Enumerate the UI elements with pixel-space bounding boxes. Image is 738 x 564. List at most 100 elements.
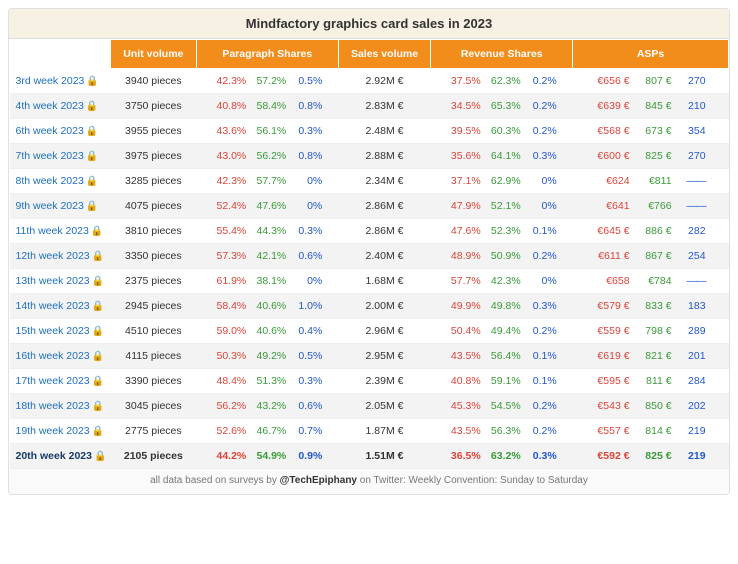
pshare-green: 56.2% <box>252 150 286 162</box>
table-row: 17th week 2023🔒3390 pieces48.4%51.3%0.3%… <box>10 369 729 394</box>
week-cell[interactable]: 12th week 2023🔒 <box>10 244 111 269</box>
asp-green: 798 € <box>634 325 672 337</box>
week-cell[interactable]: 13th week 2023🔒 <box>10 269 111 294</box>
table-row: 9th week 2023🔒4075 pieces52.4%47.6%0%2.8… <box>10 194 729 219</box>
rshare-cell: 37.1%62.9%0% <box>431 169 573 194</box>
asp-cell: €641€766—— <box>573 194 729 219</box>
rshare-cell: 39.5%60.3%0.2% <box>431 119 573 144</box>
week-link[interactable]: 20th week 2023 <box>16 450 92 462</box>
pshare-cell: 44.2%54.9%0.9% <box>196 444 338 469</box>
header-pshares: Paragraph Shares <box>196 40 338 69</box>
pshare-green: 57.7% <box>252 175 286 187</box>
week-link[interactable]: 9th week 2023 <box>16 200 84 212</box>
week-cell[interactable]: 4th week 2023🔒 <box>10 94 111 119</box>
rshare-green: 59.1% <box>487 375 521 387</box>
week-cell[interactable]: 6th week 2023🔒 <box>10 119 111 144</box>
rshare-cell: 48.9%50.9%0.2% <box>431 244 573 269</box>
week-link[interactable]: 13th week 2023 <box>16 275 90 287</box>
week-link[interactable]: 11th week 2023 <box>16 225 89 237</box>
week-link[interactable]: 15th week 2023 <box>16 325 90 337</box>
week-cell[interactable]: 8th week 2023🔒 <box>10 169 111 194</box>
lock-icon: 🔒 <box>92 251 104 262</box>
table-row: 4th week 2023🔒3750 pieces40.8%58.4%0.8%2… <box>10 94 729 119</box>
rshare-cell: 57.7%42.3%0% <box>431 269 573 294</box>
header-sales: Sales volume <box>338 40 430 69</box>
rshare-red: 47.6% <box>447 225 481 237</box>
pshare-cell: 42.3%57.7%0% <box>196 169 338 194</box>
pshare-red: 42.3% <box>212 75 246 87</box>
pshare-red: 55.4% <box>212 225 246 237</box>
table-row: 3rd week 2023🔒3940 pieces42.3%57.2%0.5%2… <box>10 69 729 94</box>
week-link[interactable]: 4th week 2023 <box>16 100 84 112</box>
asp-cell: €600 €825 €270 <box>573 144 729 169</box>
lock-icon: 🔒 <box>91 226 103 237</box>
week-cell[interactable]: 20th week 2023🔒 <box>10 444 111 469</box>
pshare-blue: 0.4% <box>292 325 322 337</box>
week-link[interactable]: 3rd week 2023 <box>16 75 85 87</box>
week-cell[interactable]: 9th week 2023🔒 <box>10 194 111 219</box>
table-body: 3rd week 2023🔒3940 pieces42.3%57.2%0.5%2… <box>10 69 729 469</box>
week-cell[interactable]: 18th week 2023🔒 <box>10 394 111 419</box>
week-link[interactable]: 7th week 2023 <box>16 150 84 162</box>
week-link[interactable]: 17th week 2023 <box>16 375 90 387</box>
week-link[interactable]: 19th week 2023 <box>16 425 90 437</box>
week-cell[interactable]: 19th week 2023🔒 <box>10 419 111 444</box>
week-cell[interactable]: 15th week 2023🔒 <box>10 319 111 344</box>
pshare-cell: 40.8%58.4%0.8% <box>196 94 338 119</box>
sales-cell: 2.86M € <box>338 219 430 244</box>
rshare-cell: 43.5%56.4%0.1% <box>431 344 573 369</box>
week-link[interactable]: 16th week 2023 <box>16 350 90 362</box>
week-cell[interactable]: 7th week 2023🔒 <box>10 144 111 169</box>
week-link[interactable]: 18th week 2023 <box>16 400 90 412</box>
pshare-blue: 0.9% <box>292 450 322 462</box>
asp-green: 825 € <box>634 450 672 462</box>
week-link[interactable]: 12th week 2023 <box>16 250 90 262</box>
asp-cell: €611 €867 €254 <box>573 244 729 269</box>
asp-red: €658 <box>596 275 630 287</box>
rshare-blue: 0.2% <box>527 325 557 337</box>
week-cell[interactable]: 17th week 2023🔒 <box>10 369 111 394</box>
asp-red: €645 € <box>596 225 630 237</box>
asp-green: €784 <box>634 275 672 287</box>
unit-cell: 3285 pieces <box>110 169 196 194</box>
lock-icon: 🔒 <box>86 176 98 187</box>
rshare-blue: 0.2% <box>527 125 557 137</box>
asp-blue: —— <box>676 200 706 212</box>
rshare-blue: 0.2% <box>527 425 557 437</box>
pshare-green: 46.7% <box>252 425 286 437</box>
pshare-red: 57.3% <box>212 250 246 262</box>
week-cell[interactable]: 14th week 2023🔒 <box>10 294 111 319</box>
header-unit: Unit volume <box>110 40 196 69</box>
pshare-green: 44.3% <box>252 225 286 237</box>
asp-red: €592 € <box>596 450 630 462</box>
asp-cell: €557 €814 €219 <box>573 419 729 444</box>
week-cell[interactable]: 11th week 2023🔒 <box>10 219 111 244</box>
pshare-red: 43.6% <box>212 125 246 137</box>
rshare-green: 63.2% <box>487 450 521 462</box>
asp-red: €559 € <box>596 325 630 337</box>
asp-blue: 219 <box>676 450 706 462</box>
lock-icon: 🔒 <box>92 401 104 412</box>
week-link[interactable]: 14th week 2023 <box>16 300 90 312</box>
pshare-cell: 50.3%49.2%0.5% <box>196 344 338 369</box>
rshare-blue: 0.2% <box>527 100 557 112</box>
week-cell[interactable]: 3rd week 2023🔒 <box>10 69 111 94</box>
table-title: Mindfactory graphics card sales in 2023 <box>9 9 729 39</box>
sales-table: Unit volume Paragraph Shares Sales volum… <box>9 39 729 469</box>
asp-cell: €595 €811 €284 <box>573 369 729 394</box>
lock-icon: 🔒 <box>92 276 104 287</box>
asp-green: 845 € <box>634 100 672 112</box>
week-link[interactable]: 8th week 2023 <box>16 175 84 187</box>
asp-cell: €579 €833 €183 <box>573 294 729 319</box>
sales-cell: 2.96M € <box>338 319 430 344</box>
rshare-cell: 47.9%52.1%0% <box>431 194 573 219</box>
week-link[interactable]: 6th week 2023 <box>16 125 84 137</box>
pshare-green: 57.2% <box>252 75 286 87</box>
pshare-blue: 0.5% <box>292 75 322 87</box>
pshare-blue: 0% <box>292 275 322 287</box>
asp-blue: 219 <box>676 425 706 437</box>
pshare-green: 42.1% <box>252 250 286 262</box>
unit-cell: 3750 pieces <box>110 94 196 119</box>
week-cell[interactable]: 16th week 2023🔒 <box>10 344 111 369</box>
unit-cell: 3350 pieces <box>110 244 196 269</box>
